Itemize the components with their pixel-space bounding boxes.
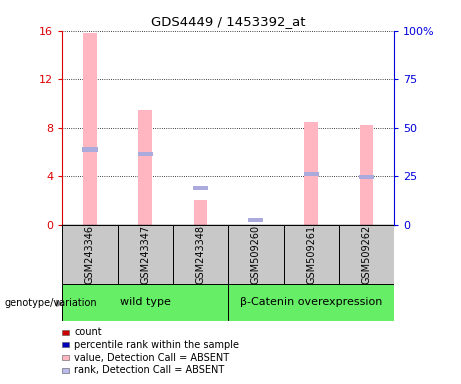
Text: GSM509260: GSM509260	[251, 225, 261, 284]
Bar	[62, 284, 228, 321]
Bar	[118, 225, 173, 284]
Bar	[304, 122, 318, 225]
Text: rank, Detection Call = ABSENT: rank, Detection Call = ABSENT	[74, 365, 225, 375]
Text: GSM243348: GSM243348	[195, 225, 206, 284]
Bar	[62, 225, 118, 284]
Bar	[359, 175, 374, 179]
Bar	[137, 152, 153, 156]
Bar	[303, 172, 319, 176]
Text: GSM243346: GSM243346	[85, 225, 95, 284]
Bar	[62, 329, 70, 334]
Bar	[248, 218, 263, 222]
Bar	[284, 225, 339, 284]
Bar	[228, 284, 394, 321]
Text: β-Catenin overexpression: β-Catenin overexpression	[240, 297, 382, 308]
Text: GSM243347: GSM243347	[140, 225, 150, 284]
Text: GSM509261: GSM509261	[306, 225, 316, 284]
Bar	[62, 355, 70, 360]
Bar	[83, 33, 97, 225]
Bar	[228, 225, 284, 284]
Bar	[193, 186, 208, 190]
Text: genotype/variation: genotype/variation	[5, 298, 97, 308]
Text: wild type: wild type	[120, 297, 171, 308]
Bar	[339, 225, 394, 284]
Text: count: count	[74, 327, 102, 337]
Text: value, Detection Call = ABSENT: value, Detection Call = ABSENT	[74, 353, 229, 362]
Bar	[194, 200, 207, 225]
Bar	[82, 147, 97, 152]
Bar	[173, 225, 228, 284]
Bar	[62, 343, 70, 347]
Title: GDS4449 / 1453392_at: GDS4449 / 1453392_at	[151, 15, 306, 28]
Bar	[360, 125, 373, 225]
Bar	[62, 368, 70, 372]
Bar	[138, 109, 152, 225]
Text: GSM509262: GSM509262	[361, 225, 372, 284]
Text: percentile rank within the sample: percentile rank within the sample	[74, 340, 239, 350]
